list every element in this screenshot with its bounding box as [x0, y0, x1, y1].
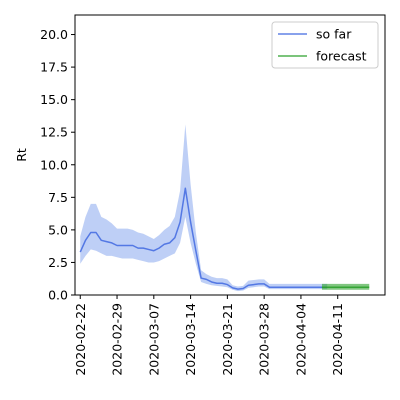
x-tick-label: 2020-03-21 [220, 303, 235, 376]
x-tick-label: 2020-04-04 [293, 303, 308, 376]
y-tick-label: 5.0 [48, 222, 68, 237]
y-tick-label: 15.0 [40, 92, 68, 107]
plot-area [79, 124, 370, 292]
legend-label-forecast: forecast [316, 49, 367, 64]
series-line-so-far [79, 187, 328, 290]
x-tick-label: 2020-02-29 [110, 303, 125, 376]
x-tick-label: 2020-03-14 [183, 303, 198, 376]
x-tick-label: 2020-04-11 [330, 303, 345, 376]
y-tick-label: 7.5 [48, 190, 68, 205]
x-tick-label: 2020-03-28 [257, 303, 272, 376]
y-tick-label: 17.5 [40, 60, 68, 75]
x-tick-label: 2020-02-22 [73, 303, 88, 376]
y-tick-label: 0.0 [48, 288, 68, 303]
legend-label-so-far: so far [316, 27, 352, 42]
band-so-far [80, 124, 328, 292]
x-tick-label: 2020-03-07 [146, 303, 161, 376]
y-tick-label: 12.5 [40, 125, 68, 140]
y-tick-label: 2.5 [48, 255, 68, 270]
y-tick-label: 10.0 [40, 157, 68, 172]
y-tick-label: 20.0 [40, 27, 68, 42]
x-axis: 2020-02-22 2020-02-29 2020-03-07 2020-03-14… [73, 295, 345, 376]
y-axis: 0.0 2.5 5.0 7.5 10.0 12.5 15.0 17.5 20.0 [40, 27, 75, 303]
y-axis-label: Rt [14, 148, 29, 162]
legend: so far forecast [271, 21, 379, 69]
axes-frame [74, 14, 386, 296]
